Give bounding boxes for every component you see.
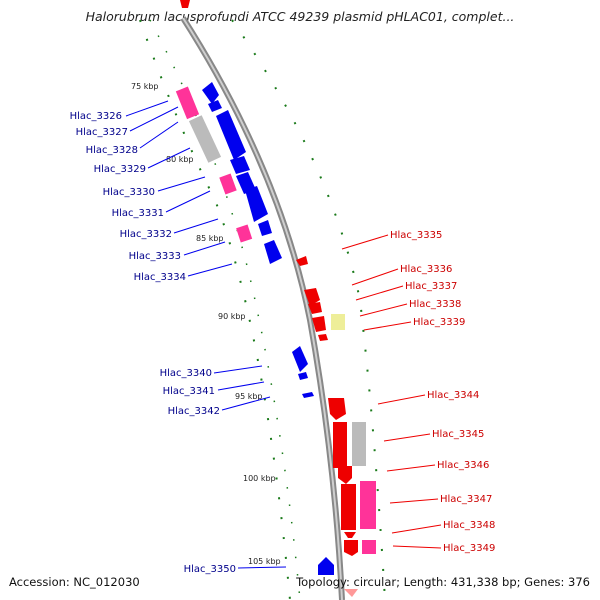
gene-3329[interactable] xyxy=(216,110,246,160)
gene-3348[interactable] xyxy=(344,532,356,538)
reverse-gene-labels: Hlac_3335 Hlac_3336 Hlac_3337 Hlac_3338 … xyxy=(390,230,495,554)
tick-label: 95 kbp xyxy=(235,392,263,401)
gene-label[interactable]: Hlac_3350 xyxy=(184,564,236,575)
reverse-label-leaders xyxy=(341,234,442,549)
forward-label-leaders xyxy=(125,100,287,569)
gene-gray-3345[interactable] xyxy=(352,422,366,466)
gene-label[interactable]: Hlac_3329 xyxy=(94,164,146,175)
gene-label[interactable]: Hlac_3344 xyxy=(427,390,479,401)
gene-label[interactable]: Hlac_3338 xyxy=(409,299,461,310)
accession-text: Accession: NC_012030 xyxy=(9,575,140,589)
gene-3342[interactable] xyxy=(302,392,314,398)
gene-3336[interactable] xyxy=(304,288,320,306)
gene-label[interactable]: Hlac_3333 xyxy=(129,251,181,262)
reverse-strand-genes xyxy=(180,0,376,597)
gene-label[interactable]: Hlac_3334 xyxy=(134,272,186,283)
tick-label: 85 kbp xyxy=(196,234,224,243)
tick-label: 105 kbp xyxy=(248,557,281,566)
gene-label[interactable]: Hlac_3331 xyxy=(112,208,164,219)
gene-label[interactable]: Hlac_3346 xyxy=(437,460,489,471)
gene-label[interactable]: Hlac_3341 xyxy=(163,386,215,397)
gene-3335[interactable] xyxy=(296,256,308,266)
gene-rna-3331[interactable] xyxy=(219,173,237,195)
tick-label: 90 kbp xyxy=(218,312,246,321)
genome-summary-text: Topology: circular; Length: 431,338 bp; … xyxy=(296,575,590,589)
gene-top-reverse[interactable] xyxy=(180,0,190,8)
gene-label[interactable]: Hlac_3347 xyxy=(440,494,492,505)
gene-3339[interactable] xyxy=(318,334,328,341)
gene-3338[interactable] xyxy=(312,316,326,332)
forward-gene-labels: Hlac_3326 Hlac_3327 Hlac_3328 Hlac_3329 … xyxy=(70,111,236,575)
gene-3347[interactable] xyxy=(341,484,356,530)
gene-label[interactable]: Hlac_3336 xyxy=(400,264,452,275)
gene-label[interactable]: Hlac_3339 xyxy=(413,317,465,328)
gene-label[interactable]: Hlac_3340 xyxy=(160,368,212,379)
gene-3349[interactable] xyxy=(344,540,358,556)
tick-label: 80 kbp xyxy=(166,155,194,164)
gene-3327b[interactable] xyxy=(208,100,222,112)
gene-gray-3328[interactable] xyxy=(188,115,222,163)
gene-3333[interactable] xyxy=(258,220,272,236)
gene-3327[interactable] xyxy=(202,82,219,104)
tick-label: 75 kbp xyxy=(131,82,159,91)
gene-label[interactable]: Hlac_3332 xyxy=(120,229,172,240)
gc-content-tracks xyxy=(139,19,386,600)
scale-ticks: 75 kbp 80 kbp 85 kbp 90 kbp 95 kbp 100 k… xyxy=(131,82,281,566)
gene-3344[interactable] xyxy=(328,398,346,420)
gene-3337[interactable] xyxy=(308,302,322,314)
gene-3345[interactable] xyxy=(333,422,347,468)
gene-3346[interactable] xyxy=(338,466,352,484)
forward-strand-genes xyxy=(175,82,334,575)
gene-label[interactable]: Hlac_3342 xyxy=(168,406,220,417)
tick-label: 100 kbp xyxy=(243,474,276,483)
gene-label[interactable]: Hlac_3348 xyxy=(443,520,495,531)
gene-label[interactable]: Hlac_3330 xyxy=(103,187,155,198)
gene-label[interactable]: Hlac_3337 xyxy=(405,281,457,292)
gene-3330[interactable] xyxy=(230,156,250,174)
gene-label[interactable]: Hlac_3349 xyxy=(443,543,495,554)
gene-label[interactable]: Hlac_3345 xyxy=(432,429,484,440)
gene-yellow-3339[interactable] xyxy=(331,314,345,330)
gene-label[interactable]: Hlac_3327 xyxy=(76,127,128,138)
gene-3334[interactable] xyxy=(264,240,282,264)
gene-3332[interactable] xyxy=(245,186,268,222)
gene-label[interactable]: Hlac_3335 xyxy=(390,230,442,241)
gene-3350[interactable] xyxy=(318,557,334,575)
map-title: Halorubrum lacusprofundi ATCC 49239 plas… xyxy=(85,9,515,24)
gene-rna-3349[interactable] xyxy=(362,540,376,554)
gene-rna-3326[interactable] xyxy=(175,86,200,120)
gene-bottom-reverse[interactable] xyxy=(344,589,358,597)
gene-label[interactable]: Hlac_3326 xyxy=(70,111,122,122)
gene-label[interactable]: Hlac_3328 xyxy=(86,145,138,156)
gene-3340[interactable] xyxy=(292,346,308,372)
gene-3341[interactable] xyxy=(298,372,308,380)
gene-rna-3333[interactable] xyxy=(236,224,253,243)
gene-rna-3347[interactable] xyxy=(360,481,376,529)
